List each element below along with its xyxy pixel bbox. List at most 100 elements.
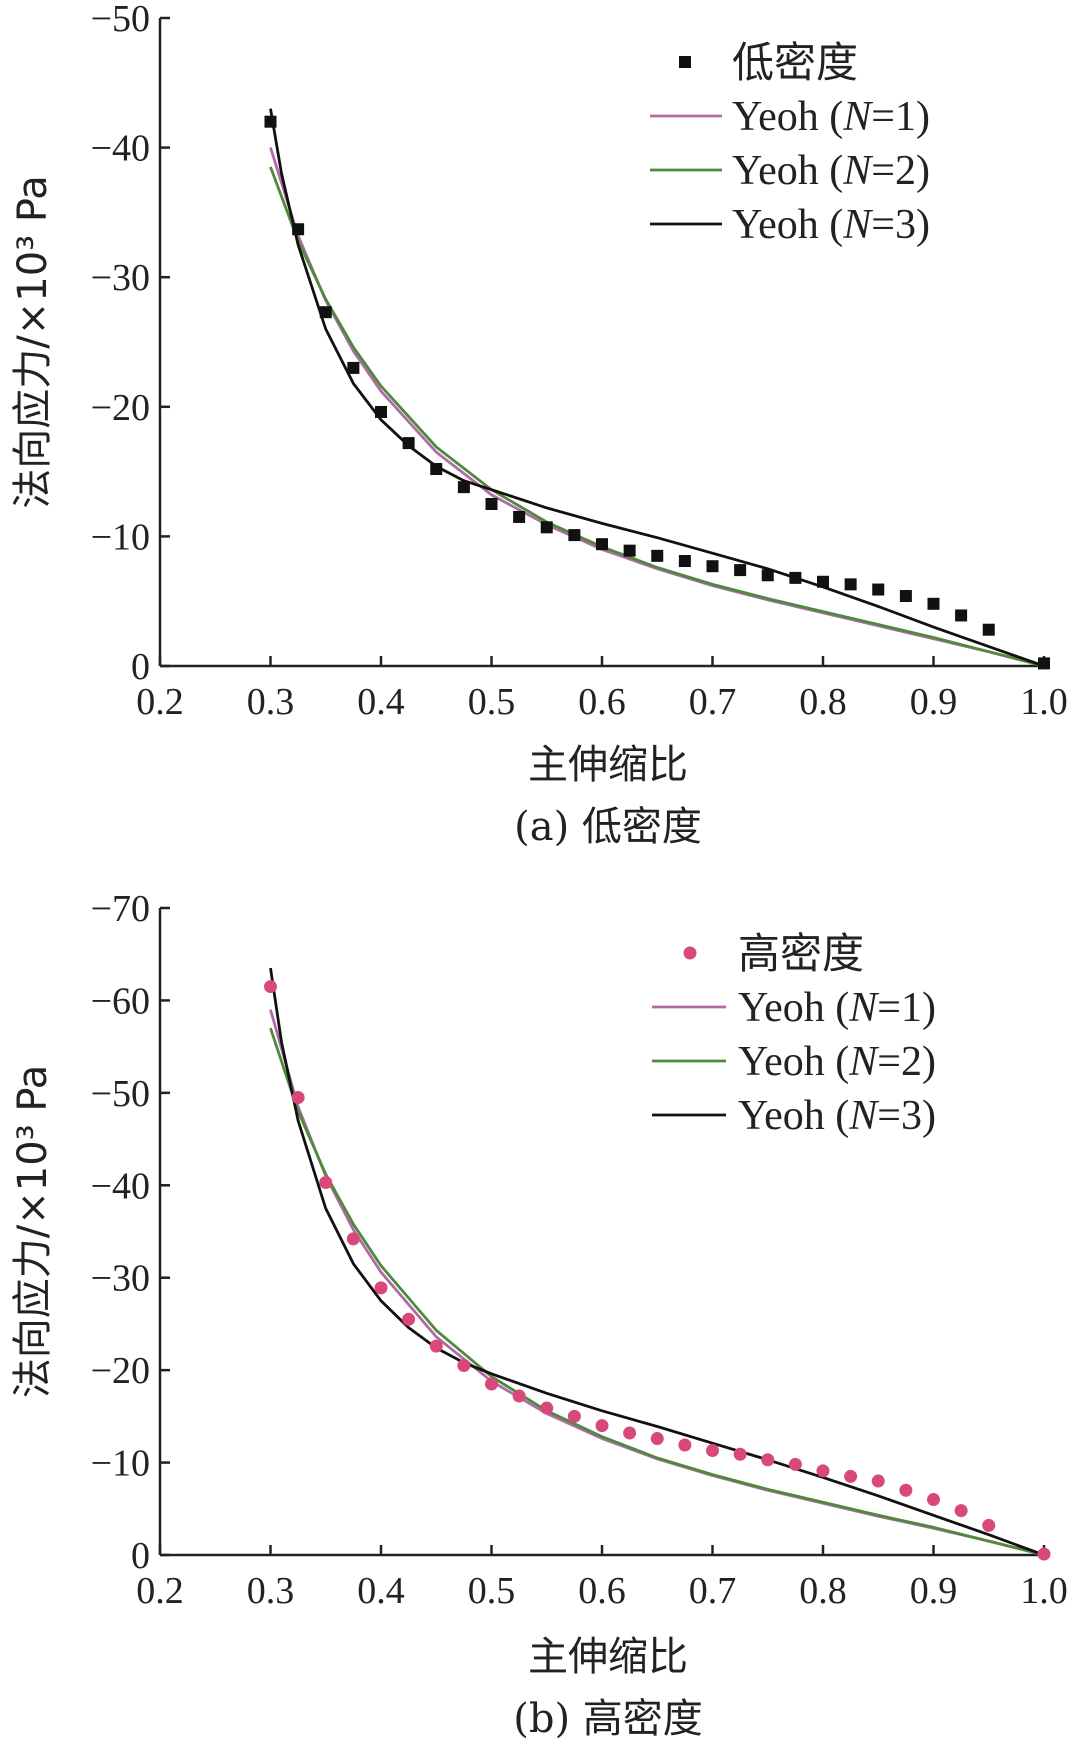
x-axis-label: 主伸缩比 (528, 742, 688, 788)
legend-label: Yeoh (N=2) (732, 148, 930, 194)
legend-label: 低密度 (732, 38, 858, 87)
data-point (678, 555, 691, 568)
data-point (788, 1457, 802, 1471)
y-axis-label: 法向应力/×10³ Pa (10, 175, 56, 508)
x-tick-label: 0.7 (689, 1570, 737, 1612)
y-tick-label: −30 (91, 257, 150, 299)
y-tick-label: −50 (91, 1073, 150, 1115)
data-point (429, 1339, 443, 1353)
x-tick-label: 0.9 (910, 1570, 958, 1612)
data-point (430, 463, 443, 476)
y-tick-label: −20 (91, 387, 150, 429)
data-point (540, 1401, 554, 1415)
data-point (264, 980, 277, 994)
series-line-yeoh-n-1- (269, 1009, 1045, 1557)
y-tick-label: 0 (131, 646, 150, 688)
data-point (623, 544, 636, 557)
series-line-yeoh-n-3- (269, 108, 1045, 668)
y-tick-label: −40 (91, 1165, 150, 1207)
series-line-yeoh-n-3- (269, 967, 1045, 1557)
data-point (347, 361, 360, 374)
data-point (927, 1493, 940, 1507)
data-point (899, 590, 912, 603)
chart-caption: (a) 低密度 (514, 804, 702, 850)
data-point (374, 1281, 388, 1295)
data-point (927, 597, 940, 610)
x-tick-label: 0.6 (578, 681, 626, 723)
data-point (623, 1426, 637, 1440)
data-point (651, 549, 664, 562)
data-point (844, 1469, 858, 1483)
data-point (761, 1453, 775, 1467)
x-tick-label: 0.6 (578, 1570, 626, 1612)
data-point (457, 1359, 471, 1373)
data-point (706, 560, 719, 573)
y-tick-label: −10 (91, 1443, 150, 1485)
data-point (346, 1232, 360, 1246)
y-tick-label: −40 (91, 128, 150, 170)
data-point (954, 1504, 968, 1518)
legend-label: Yeoh (N=3) (732, 202, 930, 248)
data-point (734, 564, 747, 577)
series-line-yeoh-n-2- (269, 1027, 1045, 1557)
data-point (789, 571, 802, 584)
chart-panel-a: 0.2 0.3 0.4 0.5 0.6 0.7 0.8 0.9 1.0 0 −10 −20 −30 −40… (10, 0, 1068, 850)
legend-label: 高密度 (738, 929, 864, 978)
data-point (816, 1464, 830, 1478)
data-point (761, 569, 774, 582)
data-point (871, 1474, 885, 1488)
x-tick-label: 0.8 (799, 681, 847, 723)
legend-label: Yeoh (N=3) (738, 1093, 936, 1139)
data-point (1038, 657, 1050, 670)
y-tick-label: −60 (91, 980, 150, 1022)
data-point (375, 405, 387, 418)
x-tick-label: 0.3 (247, 1570, 295, 1612)
x-tick-label: 1.0 (1020, 681, 1068, 723)
data-point (291, 1090, 305, 1104)
data-point (678, 1438, 692, 1452)
chart-panel-b: 0.2 0.3 0.4 0.5 0.6 0.7 0.8 0.9 1.0 0 −10 −20 −30 −40… (10, 888, 1068, 1742)
data-point (512, 1389, 526, 1403)
x-tick-label: 0.9 (910, 681, 958, 723)
y-tick-label: −10 (91, 516, 150, 558)
data-point (402, 1312, 416, 1326)
data-point (319, 1176, 333, 1190)
chart-caption: (b) 高密度 (513, 1696, 703, 1742)
data-point (982, 1518, 996, 1532)
x-tick-label: 1.0 (1020, 1570, 1068, 1612)
y-tick-label: 0 (131, 1535, 150, 1577)
y-tick-label: −50 (91, 0, 150, 40)
x-tick-label: 0.5 (468, 1570, 516, 1612)
data-point (319, 306, 332, 319)
data-point (540, 521, 553, 534)
data-point (817, 575, 829, 588)
y-tick-label: −30 (91, 1258, 150, 1300)
legend: 高密度 Yeoh (N=1) Yeoh (N=2) Yeoh (N=3) (652, 929, 936, 1139)
y-tick-label: −70 (91, 888, 150, 930)
data-point (264, 115, 277, 128)
x-tick-label: 0.7 (689, 681, 737, 723)
x-axis-label: 主伸缩比 (528, 1634, 688, 1680)
data-point (596, 538, 608, 551)
legend-label: Yeoh (N=1) (738, 985, 936, 1031)
data-point (485, 1377, 498, 1391)
data-point (733, 1447, 747, 1461)
x-tick-label: 0.5 (468, 681, 516, 723)
x-tick-label: 0.4 (357, 1570, 405, 1612)
y-tick-label: −20 (91, 1350, 150, 1392)
data-point (872, 583, 885, 596)
data-point (706, 1444, 719, 1458)
data-point (1037, 1547, 1051, 1561)
data-point (899, 1483, 913, 1497)
legend-label: Yeoh (N=2) (738, 1039, 936, 1085)
data-point (485, 498, 498, 510)
x-tick-label: 0.8 (799, 1570, 847, 1612)
data-point (292, 223, 305, 236)
legend-marker (683, 946, 697, 960)
data-point (650, 1432, 664, 1446)
data-point (402, 437, 415, 450)
data-point (457, 481, 470, 494)
data-point (982, 623, 995, 636)
legend-label: Yeoh (N=1) (732, 94, 930, 140)
